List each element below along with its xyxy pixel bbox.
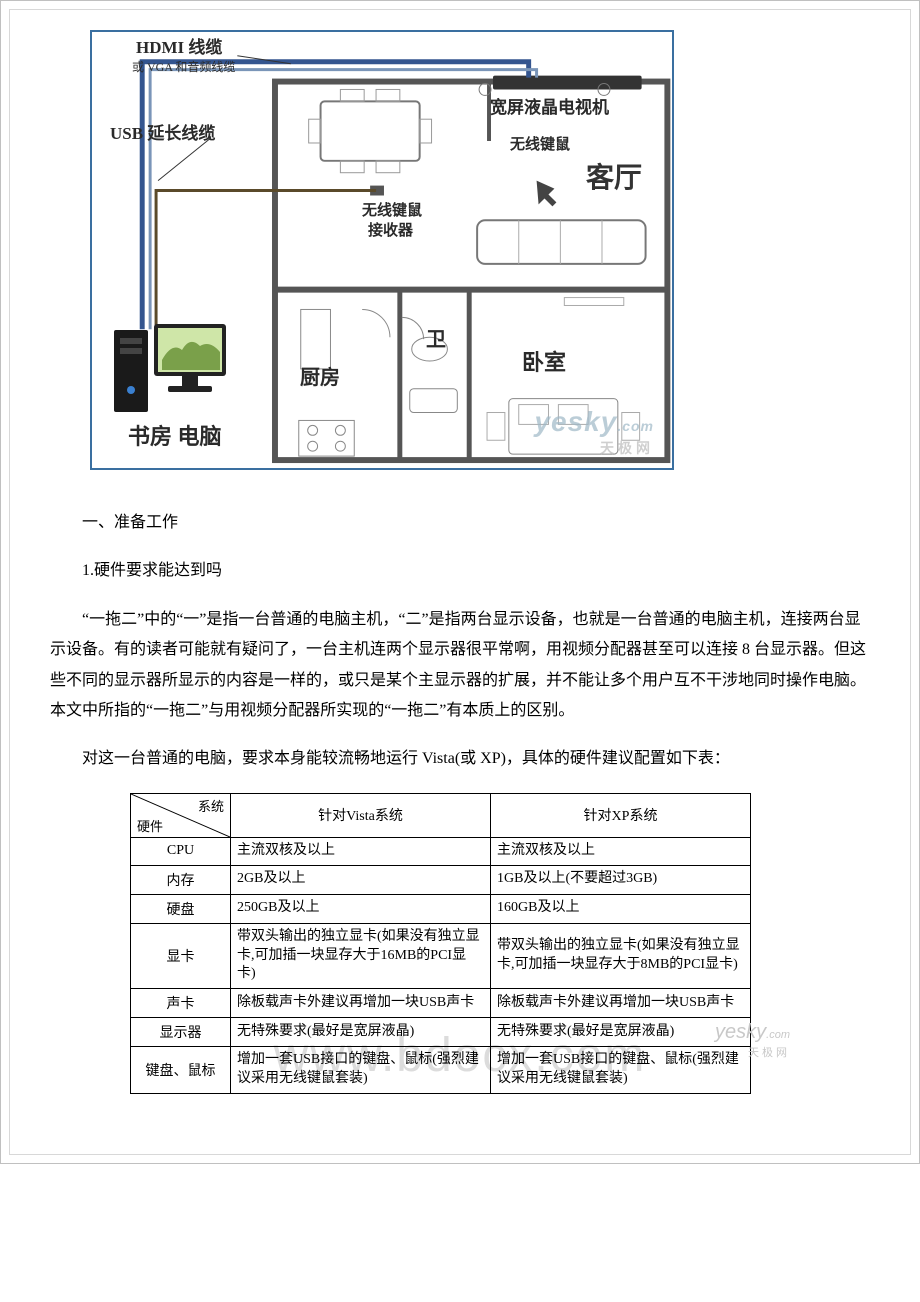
hardware-spec-table: 系统 硬件 针对Vista系统 针对XP系统 CPU 主流双核及以上 主流双核及… [130,793,751,1094]
cell-vista: 增加一套USB接口的键盘、鼠标(强烈建议采用无线键鼠套装) [231,1047,491,1094]
receiver-label-2: 接收器 [368,222,413,240]
cell-xp: 带双头输出的独立显卡(如果没有独立显卡,可加插一块显存大于8MB的PCI显卡) [491,923,751,989]
diagonal-header-cell: 系统 硬件 [131,793,231,837]
row-hw: 键盘、鼠标 [131,1047,231,1094]
cell-xp: 160GB及以上 [491,894,751,923]
cell-xp: 除板载声卡外建议再增加一块USB声卡 [491,989,751,1018]
cell-vista: 250GB及以上 [231,894,491,923]
row-hw: 显示器 [131,1018,231,1047]
living-room-label: 客厅 [586,162,642,196]
table-row: CPU 主流双核及以上 主流双核及以上 [131,837,751,865]
bedroom-label: 卧室 [522,350,566,376]
table-row: 硬盘 250GB及以上 160GB及以上 [131,894,751,923]
study-pc-label: 书房 电脑 [128,424,222,450]
section-heading-1: 一、准备工作 [50,508,870,538]
row-hw: CPU [131,837,231,865]
pc-illustration [112,310,232,420]
col-header-vista: 针对Vista系统 [231,793,491,837]
hdmi-cable-label: HDMI 线缆 [136,38,222,58]
row-hw: 声卡 [131,989,231,1018]
floorplan-diagram-container: HDMI 线缆 或 VGA 和音频线缆 USB 延长线缆 宽屏液晶电视机 无线键… [10,10,910,480]
spec-table-wrap: 系统 硬件 针对Vista系统 针对XP系统 CPU 主流双核及以上 主流双核及… [50,793,870,1114]
floorplan-diagram: HDMI 线缆 或 VGA 和音频线缆 USB 延长线缆 宽屏液晶电视机 无线键… [90,30,674,470]
table-row: 内存 2GB及以上 1GB及以上(不要超过3GB) [131,865,751,894]
section-heading-2: 1.硬件要求能达到吗 [50,556,870,586]
watermark-dotcom: .com [617,418,654,434]
paragraph-2: 对这一台普通的电脑，要求本身能较流畅地运行 Vista(或 XP)，具体的硬件建… [50,744,870,774]
watermark-cn: 天极网 [534,438,654,458]
cell-vista: 无特殊要求(最好是宽屏液晶) [231,1018,491,1047]
row-hw: 内存 [131,865,231,894]
document-page: HDMI 线缆 或 VGA 和音频线缆 USB 延长线缆 宽屏液晶电视机 无线键… [0,0,920,1164]
table-row: 显示器 无特殊要求(最好是宽屏液晶) 无特殊要求(最好是宽屏液晶) [131,1018,751,1047]
watermark-yesky: yesky.com 天极网 [534,406,654,458]
paragraph-1: “一拖二”中的“一”是指一台普通的电脑主机，“二”是指两台显示设备，也就是一台普… [50,605,870,727]
diag-header-top: 系统 [198,796,224,815]
kitchen-label: 厨房 [300,366,340,390]
table-row: 键盘、鼠标 增加一套USB接口的键盘、鼠标(强烈建议采用无线键鼠套装) 增加一套… [131,1047,751,1094]
receiver-label-1: 无线键鼠 [362,202,422,220]
cell-xp: 1GB及以上(不要超过3GB) [491,865,751,894]
usb-cable-label: USB 延长线缆 [110,124,215,144]
row-hw: 硬盘 [131,894,231,923]
page-inner-border: HDMI 线缆 或 VGA 和音频线缆 USB 延长线缆 宽屏液晶电视机 无线键… [9,9,911,1155]
table-header-row: 系统 硬件 针对Vista系统 针对XP系统 [131,793,751,837]
cell-xp: 无特殊要求(最好是宽屏液晶) [491,1018,751,1047]
watermark-brand: yesky [534,406,617,437]
cell-vista: 2GB及以上 [231,865,491,894]
diag-header-bottom: 硬件 [137,816,163,835]
article-body: www.bdocx.com 一、准备工作 1.硬件要求能达到吗 “一拖二”中的“… [10,508,910,1154]
cell-xp: 增加一套USB接口的键盘、鼠标(强烈建议采用无线键鼠套装) [491,1047,751,1094]
table-row: 声卡 除板载声卡外建议再增加一块USB声卡 除板载声卡外建议再增加一块USB声卡 [131,989,751,1018]
cell-vista: 带双头输出的独立显卡(如果没有独立显卡,可加插一块显存大于16MB的PCI显卡) [231,923,491,989]
cell-vista: 除板载声卡外建议再增加一块USB声卡 [231,989,491,1018]
cell-vista: 主流双核及以上 [231,837,491,865]
table-row: 显卡 带双头输出的独立显卡(如果没有独立显卡,可加插一块显存大于16MB的PCI… [131,923,751,989]
hdmi-sub-label: 或 VGA 和音频线缆 [132,60,235,74]
cell-xp: 主流双核及以上 [491,837,751,865]
bathroom-label: 卫 [426,328,446,352]
tv-label: 宽屏液晶电视机 [490,98,609,118]
row-hw: 显卡 [131,923,231,989]
wireless-kbm-label: 无线键鼠 [510,136,570,154]
col-header-xp: 针对XP系统 [491,793,751,837]
